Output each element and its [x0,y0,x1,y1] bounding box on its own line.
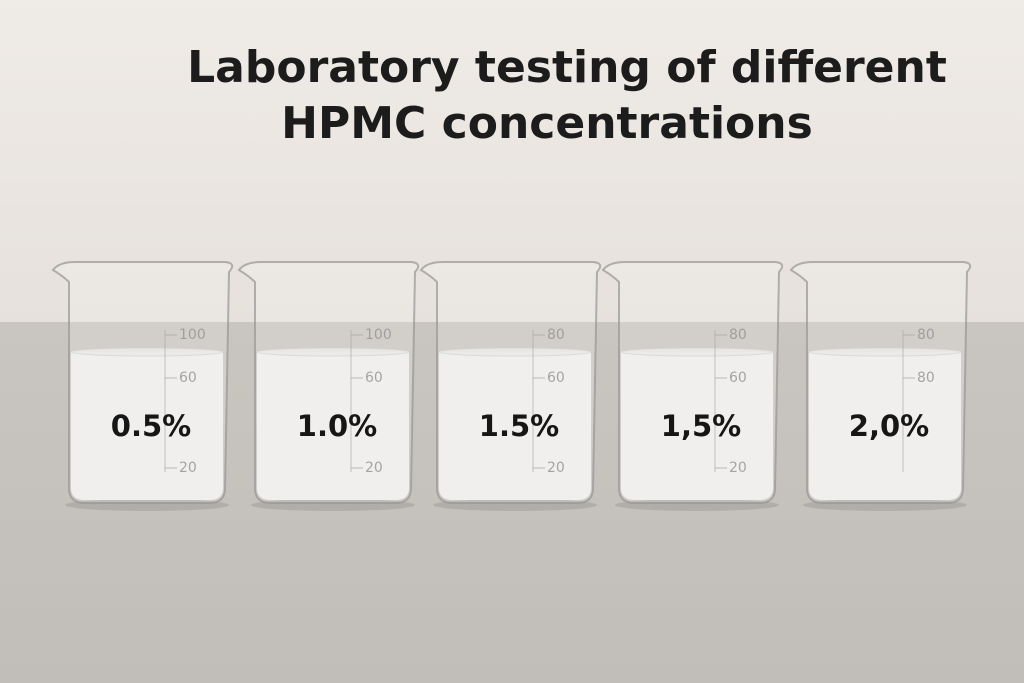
liquid [439,352,591,500]
scale-label: 20 [729,460,747,476]
scale-label: 100 [365,327,392,343]
scale-label: 20 [179,460,197,476]
beakers: 100 60 20 0.5% 100 60 20 1.0% 80 60 20 1.5% 80 60 20 1,… [51,261,972,511]
wall [0,0,1024,322]
beaker: 80 60 20 1.5% [419,261,602,511]
scale-label: 20 [365,460,383,476]
concentration-label: 1.5% [479,409,559,443]
title-line: HPMC concentrations [281,98,813,149]
scale-label: 100 [179,327,206,343]
liquid-surface [70,347,224,357]
liquid-surface [438,347,592,357]
scale-label: 20 [547,460,565,476]
title-line: Laboratory testing of different [187,42,947,93]
glass [789,261,972,504]
liquid-surface [808,347,962,357]
liquid [809,352,961,500]
scale-label: 60 [365,370,383,386]
scale-label: 60 [729,370,747,386]
glass [419,261,602,504]
beaker: 80 80 2,0% [789,261,972,511]
scale-label: 60 [547,370,565,386]
liquid-surface [620,347,774,357]
scale-label: 80 [729,327,747,343]
concentration-label: 1,5% [661,409,741,443]
scale-label: 80 [917,327,935,343]
beaker: 100 60 20 1.0% [237,261,420,511]
glass [601,261,784,504]
glass [51,261,234,504]
scale-label: 60 [179,370,197,386]
concentration-label: 2,0% [849,409,929,443]
liquid-surface [256,347,410,357]
beaker: 80 60 20 1,5% [601,261,784,511]
glass [237,261,420,504]
concentration-label: 1.0% [297,409,377,443]
liquid [621,352,773,500]
liquid [257,352,409,500]
scale-label: 80 [547,327,565,343]
beaker: 100 60 20 0.5% [51,261,234,511]
liquid [71,352,223,500]
scale-label: 80 [917,370,935,386]
concentration-label: 0.5% [111,409,191,443]
